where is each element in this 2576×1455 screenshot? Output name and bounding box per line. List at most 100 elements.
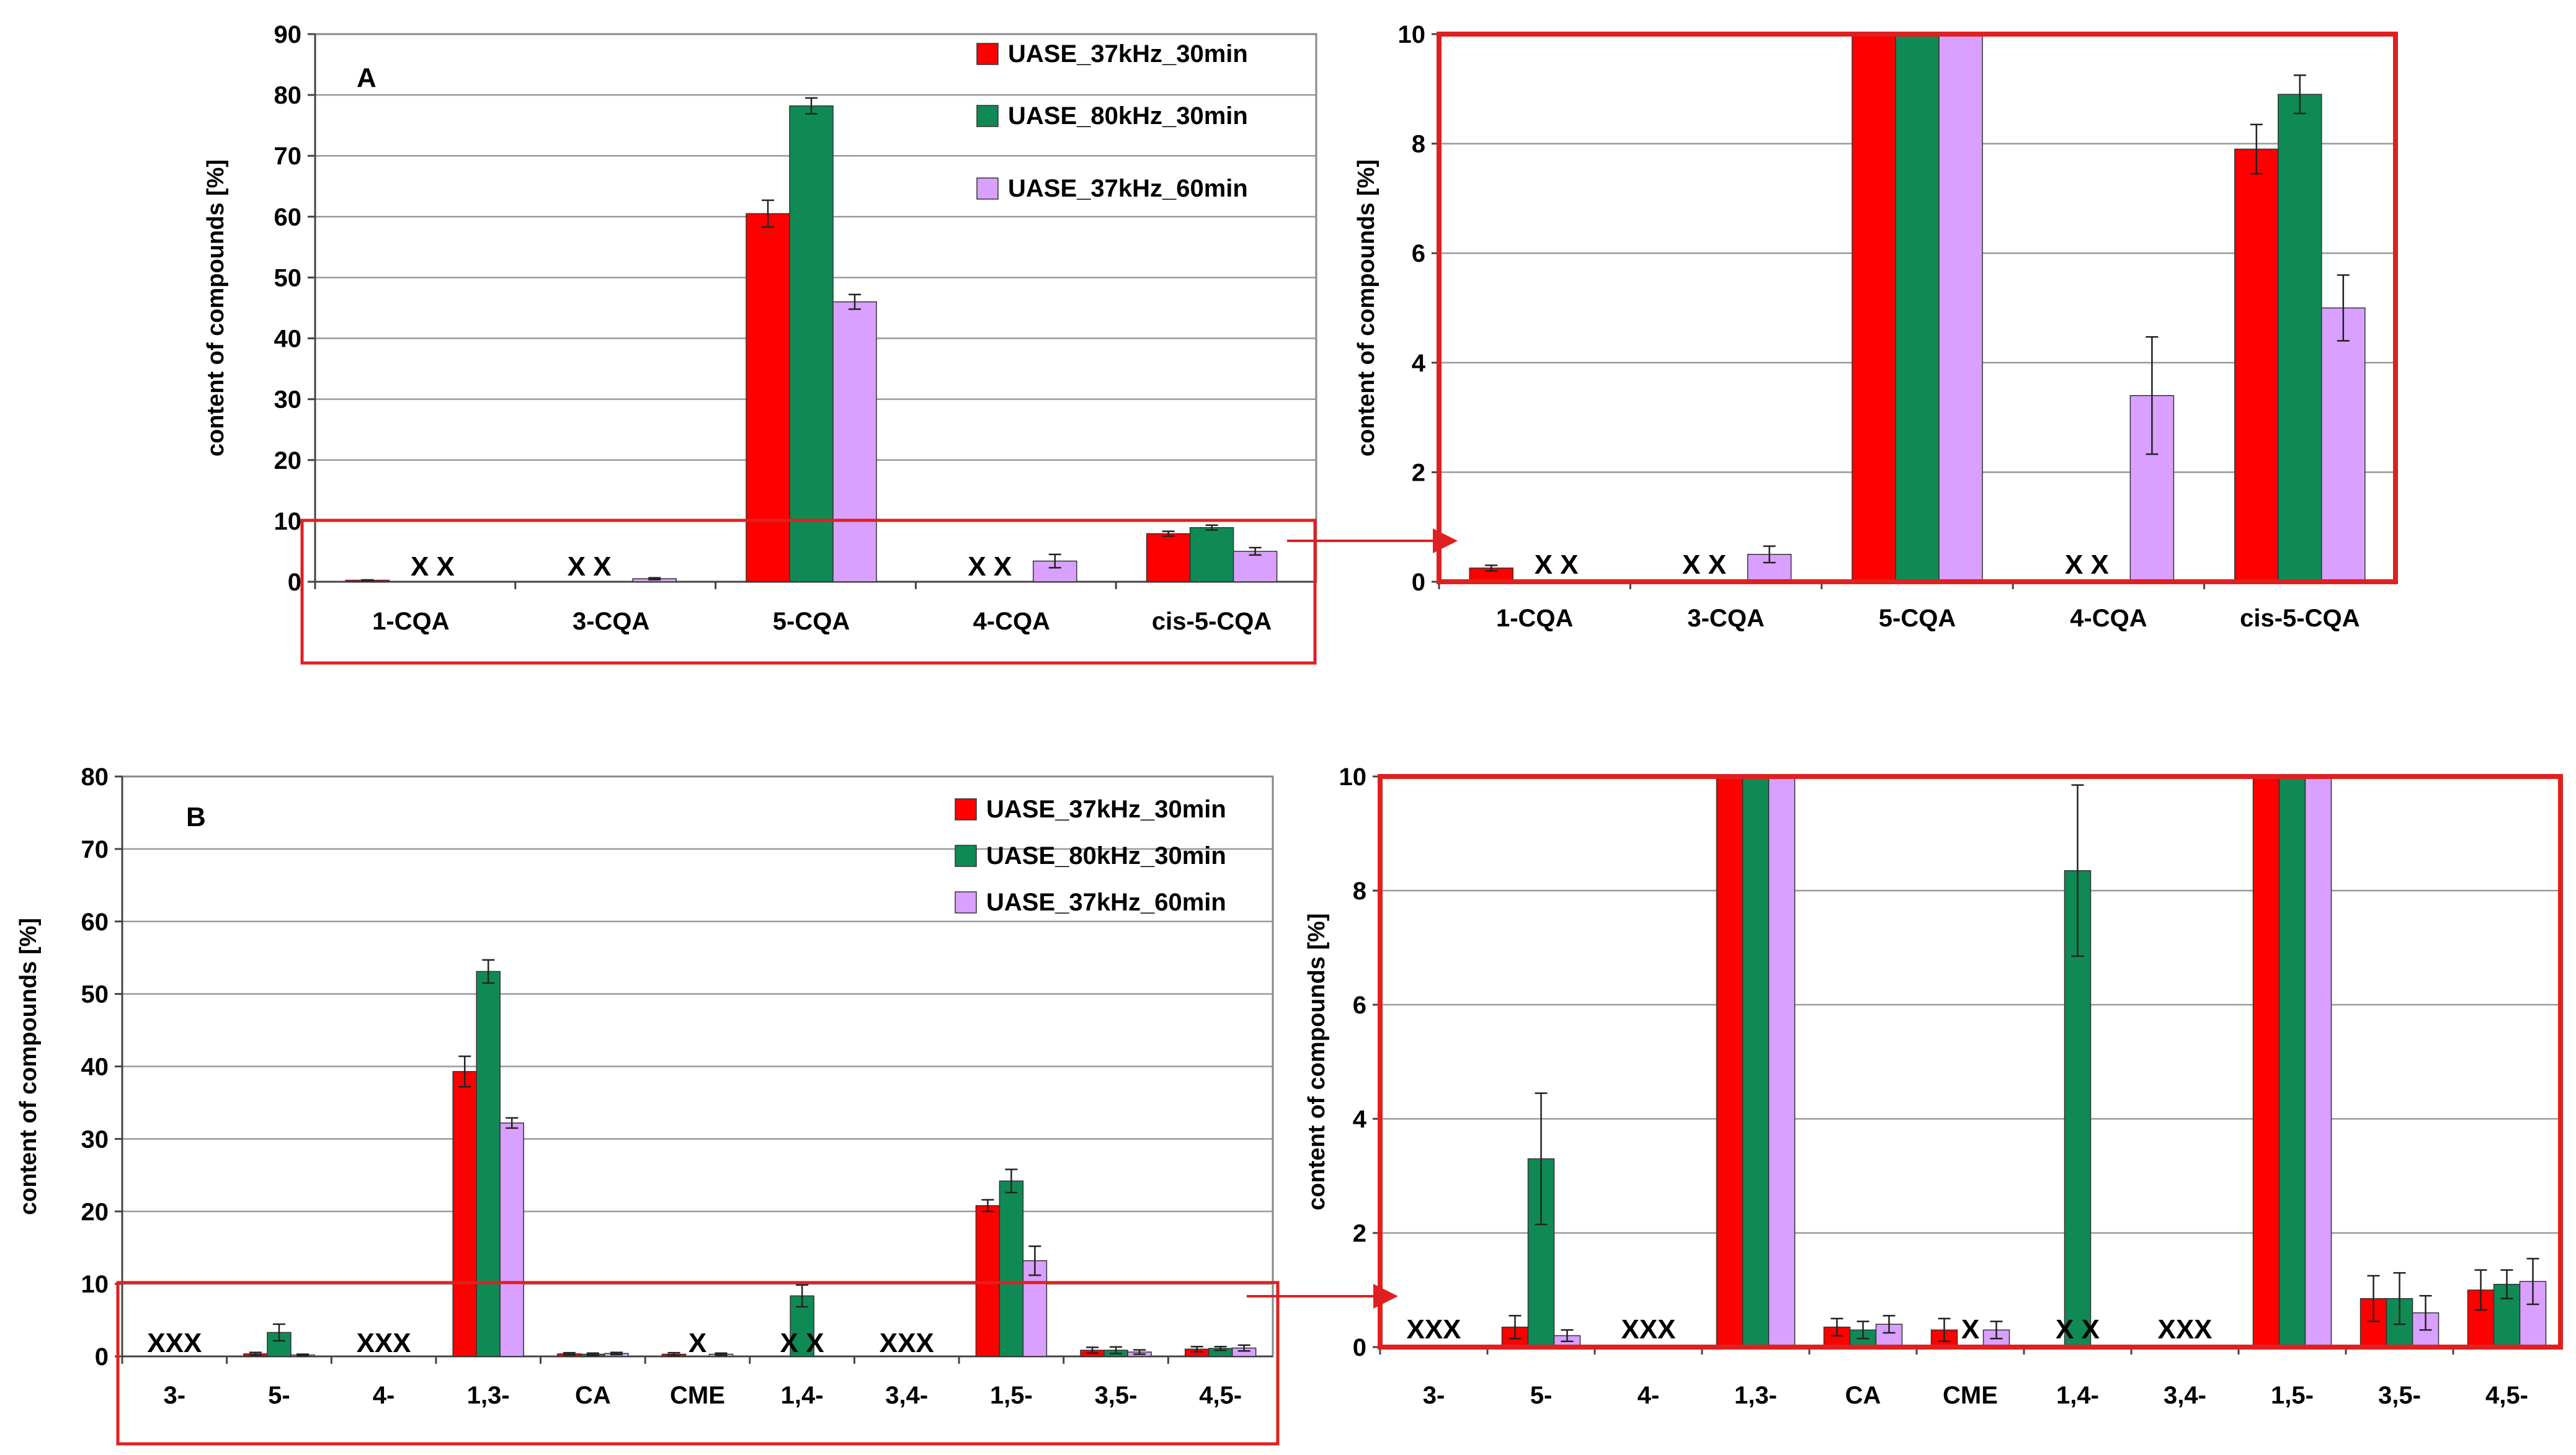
x-tick-label: 1,3- [467,1382,510,1409]
legend-entry: UASE_37kHz_60min [986,889,1226,916]
x-tick-label: 4- [373,1382,395,1409]
not-detected-mark: X X [1535,550,1579,580]
x-tick-label: 4- [1638,1382,1660,1409]
bar-UASE_37kHz_60min [2321,307,2366,582]
not-detected-mark: XXX [1406,1314,1461,1345]
bar-UASE_37kHz_60min [2129,395,2175,582]
x-tick-label: 3-CQA [1687,605,1764,632]
not-detected-mark: X X [968,551,1012,582]
x-tick-label: cis-5-CQA [2240,605,2360,632]
y-tick-label: 2 [1353,1220,1366,1247]
y-tick-label: 0 [95,1343,109,1371]
bar-UASE_37kHz_60min [1768,776,1796,1348]
bar-UASE_37kHz_30min [1716,776,1744,1348]
panel-label: A [357,63,377,93]
not-detected-mark: X X [2065,550,2109,580]
legend-swatch [976,105,999,127]
x-tick-label: 5-CQA [773,608,850,635]
y-tick-label: 10 [1339,763,1367,791]
bar-UASE_37kHz_60min [1232,551,1278,582]
bar-UASE_80kHz_30min [2278,94,2322,582]
y-axis-label: content of compounds [%] [203,159,229,456]
not-detected-mark: X X [2056,1314,2100,1345]
bar-UASE_37kHz_30min [975,1205,1001,1357]
y-tick-label: 8 [1353,878,1366,905]
x-tick-label: 3,5- [1095,1382,1138,1409]
x-tick-label: 5- [1530,1382,1553,1409]
bar-UASE_37kHz_30min [746,213,790,582]
not-detected-mark: XXX [1621,1314,1675,1345]
not-detected-mark: X X [1682,550,1726,580]
highlight-box-A [300,518,1317,665]
y-tick-label: 70 [81,836,109,863]
x-tick-label: 1-CQA [372,608,449,635]
y-tick-label: 50 [274,264,302,291]
x-tick-label: 1,4- [2056,1382,2099,1409]
y-tick-label: 4 [1353,1106,1367,1133]
legend-entry: UASE_37kHz_30min [986,796,1226,823]
y-tick-label: 10 [274,508,302,535]
legend-swatch [955,891,977,914]
legend-entry: UASE_37kHz_30min [1008,40,1248,68]
bar-UASE_37kHz_60min [2304,776,2332,1348]
legend-swatch [976,177,999,200]
x-tick-label: 5- [268,1382,290,1409]
x-tick-label: 3,4- [885,1382,928,1409]
zoom-annotations [116,32,2563,1446]
not-detected-mark: X X [568,551,612,582]
not-detected-mark: X [1961,1314,1979,1345]
zoom-frame-B [1378,774,2563,1350]
y-tick-label: 10 [81,1271,109,1298]
x-tick-label: 4,5- [1199,1382,1242,1409]
bar-UASE_80kHz_30min [999,1180,1024,1357]
legend-entry: UASE_37kHz_60min [1008,175,1248,202]
chart-B-main: 0 10 20 30 40 50 60 70 80 content of compounds [%… [16,763,1274,1409]
y-tick-label: 60 [274,203,302,231]
x-tick-label: 1,3- [1734,1382,1777,1409]
y-tick-label: 0 [288,569,301,596]
legend-swatch [976,43,999,65]
y-tick-label: 8 [1412,131,1425,158]
bar-UASE_37kHz_30min [2252,776,2280,1348]
y-tick-label: 30 [274,386,302,414]
x-tick-label: 4,5- [2485,1382,2528,1409]
zoom-frame-A [1437,32,2398,584]
y-tick-label: 0 [1353,1334,1366,1361]
x-tick-label: 1,5- [990,1382,1033,1409]
bar-UASE_37kHz_30min [1146,533,1191,582]
y-tick-label: 50 [81,981,109,1008]
bar-UASE_80kHz_30min [2278,776,2306,1348]
legend-swatch [955,845,977,867]
chart-A-main: 0 10 20 30 40 50 60 70 80 90 content of compounds … [203,21,1317,635]
y-tick-label: 20 [274,447,302,474]
y-tick-label: 40 [81,1054,109,1081]
y-tick-label: 6 [1412,240,1425,267]
x-tick-label: 4-CQA [2070,605,2147,632]
bar-UASE_80kHz_30min [476,971,501,1357]
x-tick-label: CME [670,1382,725,1409]
bar-UASE_80kHz_30min [790,1295,814,1357]
not-detected-mark: XXX [2157,1314,2212,1345]
highlight-box-B [116,1281,1280,1446]
y-tick-label: 80 [274,82,302,109]
bar-UASE_80kHz_30min [1189,527,1234,582]
not-detected-mark: X [689,1328,706,1358]
x-tick-label: 3- [164,1382,186,1409]
x-tick-label: 3,4- [2164,1382,2206,1409]
bar-UASE_80kHz_30min [1895,33,1940,582]
panel-label: B [186,802,206,832]
x-tick-label: CME [1943,1382,1998,1409]
y-tick-label: 6 [1353,992,1366,1019]
not-detected-mark: XXX [147,1328,202,1358]
y-tick-label: 20 [81,1198,109,1226]
x-tick-label: 4-CQA [973,608,1050,635]
x-tick-label: 3-CQA [573,608,649,635]
x-tick-label: 1,4- [781,1382,824,1409]
bar-UASE_37kHz_60min [1022,1260,1048,1357]
x-tick-label: 1-CQA [1496,605,1573,632]
x-tick-label: 5-CQA [1879,605,1956,632]
bar-UASE_37kHz_30min [2234,148,2279,582]
not-detected-mark: XXX [357,1328,411,1358]
chart-A-zoom: 0 2 4 6 8 10 content of compounds [%] 1-CQA X X 3… [1353,21,2396,632]
